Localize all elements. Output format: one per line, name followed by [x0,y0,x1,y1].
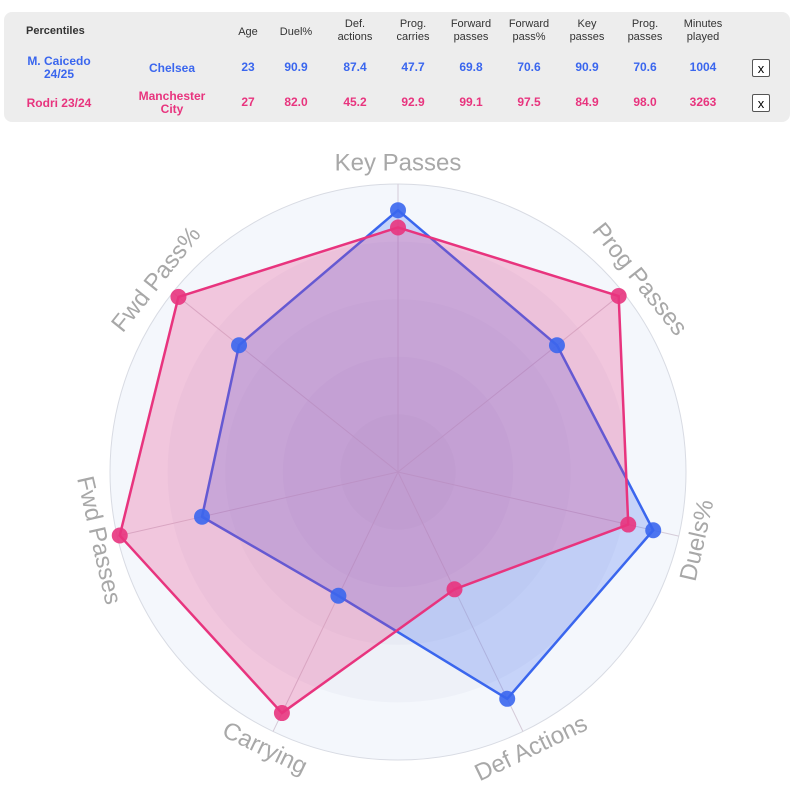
comparison-table [4,12,790,122]
grid-spoke [172,292,399,473]
table-cell: 97.5 [517,95,541,109]
data-point-rodri [273,705,290,722]
table-cell: 90.9 [575,60,599,74]
table-cell: 82.0 [284,95,308,109]
player-name: M. Caicedo 24/25 [27,54,91,81]
grid-ring [282,356,514,588]
table-cell: 3263 [689,95,717,109]
table-cell: 70.6 [633,60,657,74]
table-cell: 87.4 [343,60,367,74]
series-area-rodri [118,226,630,715]
table-cell: 70.6 [517,60,541,74]
table-cell: 47.7 [401,60,425,74]
data-point-caicedo [390,202,406,219]
column-header: Key passes [569,18,605,43]
table-cell: 92.9 [401,95,425,109]
remove-player-button[interactable]: x [752,94,770,112]
data-point-caicedo [194,508,211,525]
table-cell: 90.9 [284,60,308,74]
table-cell: 84.9 [575,95,599,109]
grid-spoke [117,471,399,537]
axis-label: Def Actions [471,710,592,787]
column-header: Duel% [279,26,313,38]
remove-player-button[interactable]: x [752,59,770,77]
data-point-rodri [620,516,637,533]
data-point-caicedo [548,337,565,354]
table-cell: 45.2 [343,95,367,109]
data-point-caicedo [645,522,662,539]
grid-spoke [397,292,624,473]
data-point-caicedo [499,690,516,707]
column-header: Minutes played [683,18,723,43]
axis-label: Carrying [218,717,311,781]
table-cell: 99.1 [459,95,483,109]
axis-label: Fwd Passes [71,474,126,607]
series-area-caicedo [200,208,655,701]
column-header: Def. actions [337,18,373,43]
table-cell: 1004 [689,60,717,74]
team-name: Manchester City [138,89,206,116]
data-point-rodri [390,219,406,236]
column-header: Prog. carries [396,18,430,43]
grid-ring [340,414,456,530]
data-point-rodri [446,581,463,598]
column-header: Prog. passes [627,18,663,43]
grid-spoke [397,471,524,732]
column-header: Forward pass% [508,18,550,43]
team-name: Chelsea [148,60,196,75]
player-name: Rodri 23/24 [26,95,92,110]
axis-label: Fwd Pass% [106,221,206,337]
data-point-rodri [610,288,627,305]
grid-ring [167,241,629,703]
table-cell: 27 [241,95,255,109]
axis-label: Duels% [675,497,720,584]
data-point-caicedo [231,337,248,354]
table-title: Percentiles [26,25,85,37]
column-header: Forward passes [450,18,492,43]
data-point-rodri [111,527,128,544]
grid-ring [109,183,687,761]
axis-label: Key Passes [335,149,462,176]
grid-ring [225,299,571,645]
axis-label: Prog Passes [587,218,693,341]
grid-spoke [272,471,399,732]
data-point-rodri [170,288,187,305]
table-cell: 98.0 [633,95,657,109]
table-cell: 69.8 [459,60,483,74]
data-point-caicedo [330,587,347,604]
grid-spoke [397,471,679,537]
column-header: Age [238,26,258,38]
table-cell: 23 [241,60,255,74]
